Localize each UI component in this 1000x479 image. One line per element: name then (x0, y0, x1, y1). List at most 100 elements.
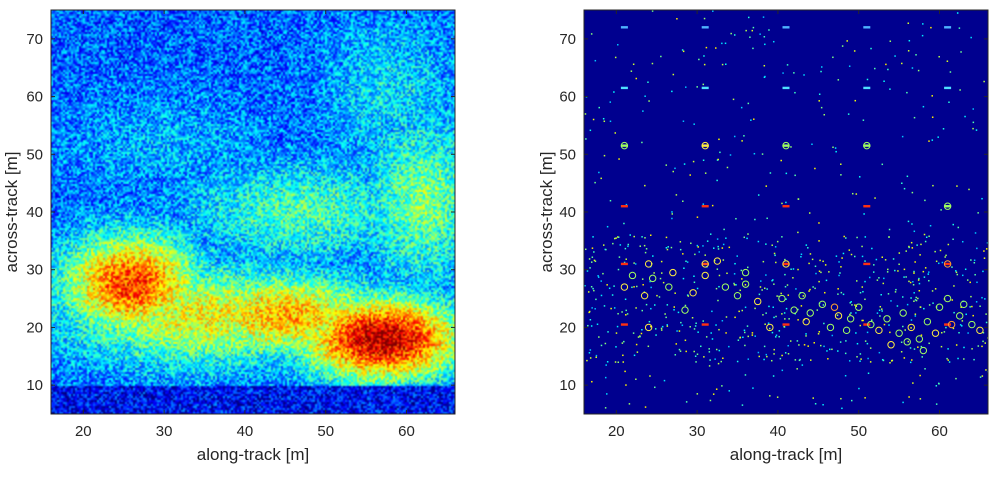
speckle-point (861, 255, 864, 258)
speckle-point (907, 22, 910, 24)
speckle-point (790, 146, 792, 148)
speckle-point (913, 270, 915, 273)
speckle-point (696, 393, 699, 395)
speckle-point (856, 356, 858, 358)
speckle-point (711, 310, 713, 313)
detection-circle (830, 303, 839, 311)
speckle-point (717, 245, 719, 248)
x-tick-label: 60 (398, 423, 415, 440)
speckle-point (932, 302, 934, 304)
speckle-point (977, 212, 979, 214)
speckle-point (613, 237, 616, 240)
speckle-point (914, 315, 917, 317)
speckle-point (613, 285, 615, 287)
speckle-point (635, 343, 638, 346)
detection-circle (798, 291, 806, 300)
speckle-point (787, 353, 790, 355)
speckle-point (959, 89, 961, 91)
speckle-point (981, 296, 983, 299)
speckle-point (703, 63, 706, 66)
speckle-point (890, 300, 892, 302)
detection-circle (782, 141, 790, 150)
speckle-point (773, 353, 775, 355)
speckle-point (629, 234, 631, 236)
x-tick-label: 20 (608, 423, 625, 440)
speckle-point (859, 353, 862, 355)
speckle-point (901, 135, 904, 138)
detection-circle (943, 260, 952, 268)
speckle-point (740, 269, 743, 272)
speckle-point (956, 273, 959, 276)
speckle-point (919, 254, 921, 256)
speckle-point (671, 213, 673, 215)
speckle-point (870, 319, 873, 321)
speckle-point (866, 342, 869, 345)
speckle-point (589, 267, 591, 269)
speckle-point (765, 274, 767, 276)
speckle-point (811, 258, 814, 261)
speckle-point (840, 291, 843, 294)
speckle-point (845, 237, 847, 239)
speckle-point (702, 203, 705, 205)
speckle-point (609, 199, 612, 202)
speckle-point (676, 330, 678, 332)
speckle-point (972, 108, 974, 110)
speckle-point (759, 33, 761, 35)
speckle-point (958, 331, 960, 334)
speckle-point (617, 43, 619, 46)
speckle-point (820, 106, 823, 109)
speckle-point (981, 375, 984, 377)
left-heatmap-image (51, 10, 455, 414)
speckle-point (810, 359, 812, 361)
speckle-point (858, 176, 861, 178)
speckle-point (634, 263, 637, 265)
speckle-point (591, 307, 593, 309)
speckle-point (952, 238, 954, 241)
speckle-point (658, 296, 661, 298)
speckle-point (722, 357, 724, 360)
speckle-point (842, 293, 845, 296)
speckle-point (902, 401, 904, 404)
speckle-point (603, 154, 606, 157)
speckle-point (894, 55, 896, 57)
speckle-point (903, 268, 906, 271)
speckle-point (603, 120, 606, 123)
speckle-point (835, 150, 837, 153)
speckle-point (754, 307, 756, 310)
speckle-point (797, 231, 799, 234)
detection-circle (883, 315, 891, 323)
speckle-point (818, 222, 820, 224)
speckle-point (920, 334, 923, 336)
y-tick-label: 50 (26, 146, 43, 163)
speckle-point (723, 228, 725, 231)
speckle-point (665, 316, 667, 319)
speckle-point (840, 397, 842, 400)
speckle-point (752, 47, 754, 50)
speckle-point (854, 304, 856, 306)
speckle-point (888, 324, 890, 326)
speckle-point (662, 281, 665, 284)
speckle-point (665, 236, 668, 239)
speckle-point (644, 251, 647, 254)
speckle-point (709, 399, 712, 402)
speckle-point (856, 236, 858, 239)
speckle-point (790, 268, 792, 270)
detection-circle (907, 323, 915, 332)
speckle-point (602, 117, 605, 120)
speckle-point (773, 252, 776, 255)
grid-target-point (782, 205, 790, 208)
speckle-point (635, 77, 638, 80)
speckle-point (595, 356, 597, 359)
speckle-point (639, 335, 641, 337)
speckle-point (778, 335, 780, 338)
speckle-point (940, 331, 943, 334)
detection-circle (733, 291, 742, 300)
speckle-point (776, 295, 778, 297)
speckle-point (818, 93, 821, 96)
detection-circle (741, 280, 750, 288)
speckle-point (957, 357, 959, 360)
speckle-point (922, 23, 924, 25)
speckle-point (686, 261, 689, 263)
speckle-point (939, 249, 942, 252)
